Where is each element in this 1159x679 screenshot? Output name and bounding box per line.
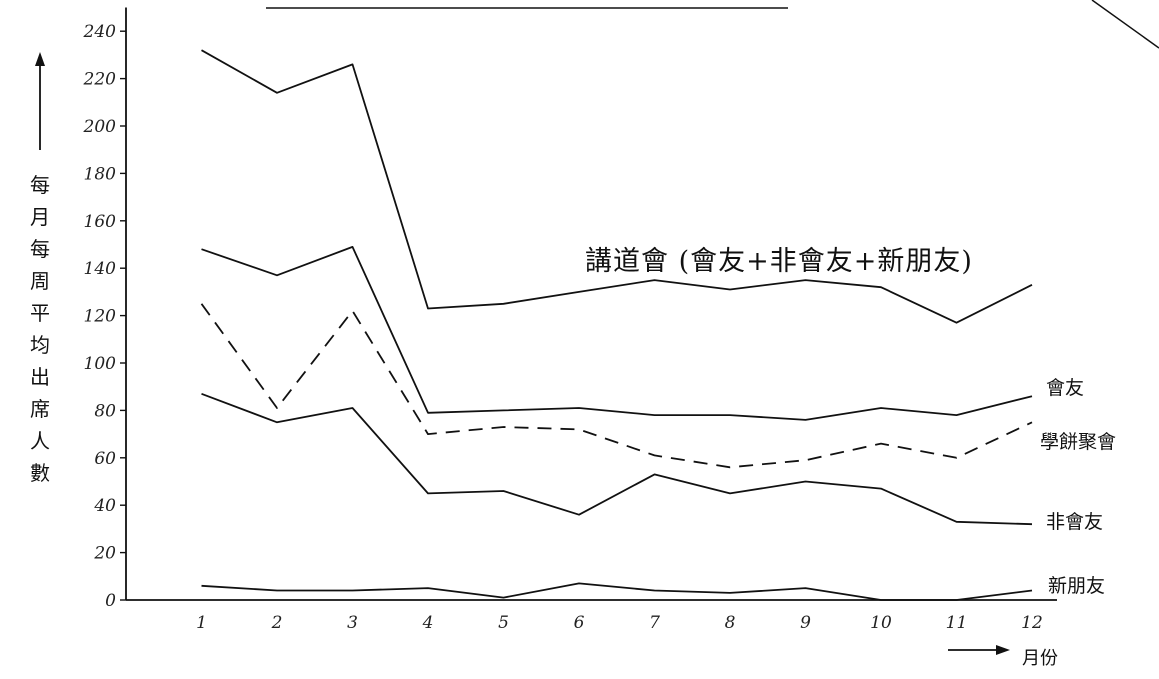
y-axis-label-char: 每 <box>30 237 50 261</box>
y-ticks: 0 20 40 60 80 100 120 140 160 180 200 220 240 <box>83 22 126 611</box>
series-label-3: 學餅聚會 <box>1040 431 1116 453</box>
y-tick-label: 120 <box>84 307 117 327</box>
y-tick-label: 40 <box>93 496 116 516</box>
x-tick-label: 3 <box>347 613 358 633</box>
series-line-3 <box>200 303 1033 469</box>
series-label-4: 非會友 <box>1046 511 1103 533</box>
y-tick-label: 220 <box>83 70 117 90</box>
x-tick-label: 2 <box>271 613 283 633</box>
y-axis-label-char: 人 <box>30 429 50 453</box>
x-ticks: 1 2 3 4 5 6 7 8 9 10 11 12 <box>196 613 1043 633</box>
y-axis-label-char: 周 <box>30 269 50 293</box>
y-axis-label-char: 均 <box>30 333 50 357</box>
x-tick-label: 4 <box>422 613 434 633</box>
series-line-4 <box>201 392 1033 526</box>
corner-stamp-rule <box>1091 0 1159 49</box>
y-axis-label-char: 席 <box>30 397 50 421</box>
y-tick-label: 160 <box>84 212 117 232</box>
x-axis-arrow-icon <box>996 645 1010 655</box>
x-axis-label: 月份 <box>948 645 1058 669</box>
x-tick-label: 11 <box>946 613 968 633</box>
series-line-1 <box>201 49 1033 324</box>
x-tick-label: 7 <box>649 613 660 633</box>
series-line-5 <box>201 582 1033 601</box>
y-axis-arrow-icon <box>35 52 45 150</box>
x-axis-label-text: 月份 <box>1022 648 1058 669</box>
y-tick-label: 0 <box>105 591 116 611</box>
y-tick-label: 80 <box>94 401 116 421</box>
y-tick-label: 60 <box>94 449 116 469</box>
y-tick-label: 140 <box>84 259 117 279</box>
x-tick-label: 9 <box>800 613 811 633</box>
y-tick-label: 180 <box>84 164 117 184</box>
x-tick-label: 10 <box>870 613 892 633</box>
y-axis-label-char: 出 <box>30 365 50 389</box>
series-line-2 <box>201 245 1033 421</box>
x-tick-label: 6 <box>574 613 585 633</box>
series-label-5: 新朋友 <box>1048 575 1105 597</box>
x-tick-label: 8 <box>725 613 736 633</box>
y-axis-label-char: 平 <box>30 301 50 325</box>
x-tick-label: 12 <box>1021 613 1043 633</box>
y-tick-label: 200 <box>83 117 117 137</box>
series-label-2: 會友 <box>1046 377 1084 399</box>
series-label-1: 講道會 (會友+非會友+新朋友) <box>585 246 973 277</box>
y-axis-label-char: 數 <box>30 461 50 485</box>
y-tick-label: 100 <box>84 354 117 374</box>
y-axis-label-char: 每 <box>30 173 50 197</box>
x-tick-label: 1 <box>196 613 207 633</box>
y-axis-label-char: 月 <box>30 205 50 229</box>
y-tick-label: 20 <box>93 544 116 564</box>
series-group <box>200 49 1033 601</box>
y-tick-label: 240 <box>83 22 117 42</box>
x-tick-label: 5 <box>498 613 509 633</box>
